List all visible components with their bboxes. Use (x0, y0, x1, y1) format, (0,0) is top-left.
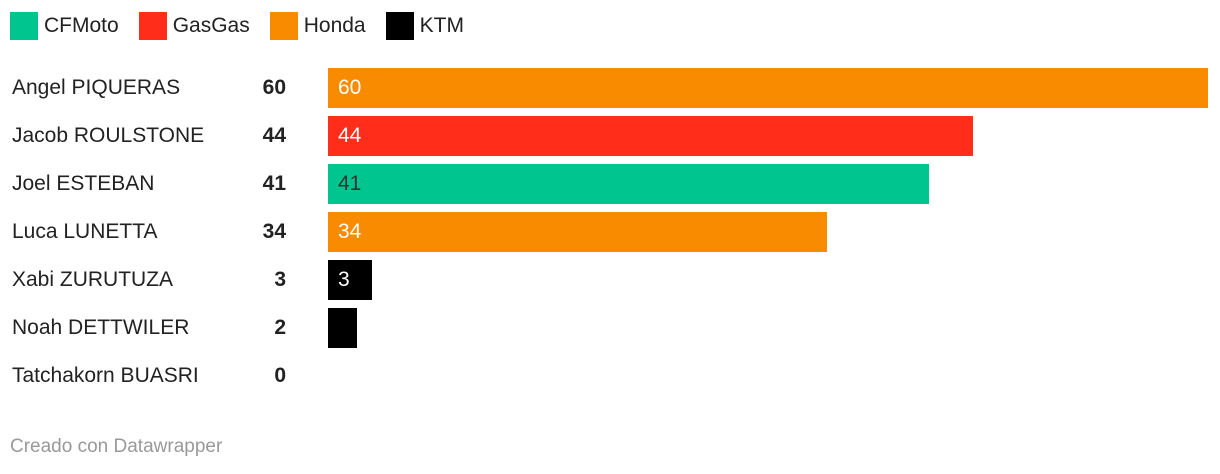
category-label: Angel PIQUERAS (12, 76, 181, 99)
legend-swatch (138, 12, 167, 40)
bar (328, 260, 372, 300)
value-label: 0 (274, 364, 286, 387)
legend-item: KTM (385, 12, 464, 40)
legend: CFMoto GasGas Honda KTM (10, 12, 484, 40)
value-label: 41 (262, 172, 286, 195)
bar-label: 34 (338, 220, 362, 243)
legend-item: Honda (269, 12, 366, 40)
bar-label: 44 (338, 124, 362, 147)
bar-label: 41 (338, 172, 362, 195)
legend-item: GasGas (138, 12, 250, 40)
legend-label: KTM (419, 14, 464, 37)
category-label: Noah DETTWILER (12, 316, 190, 339)
category-label: Joel ESTEBAN (12, 172, 155, 195)
bar (328, 212, 827, 252)
legend-swatch (269, 12, 298, 40)
value-label: 3 (274, 268, 286, 291)
legend-swatch (10, 12, 38, 40)
legend-label: CFMoto (44, 14, 119, 37)
category-label: Jacob ROULSTONE (12, 124, 205, 147)
category-label: Xabi ZURUTUZA (12, 268, 174, 291)
footer-credit: Creado con Datawrapper (10, 436, 223, 457)
bar (328, 116, 974, 156)
bar (328, 164, 930, 204)
legend-item: CFMoto (10, 12, 119, 40)
bar (328, 308, 358, 348)
legend-swatch (385, 12, 414, 40)
category-label: Tatchakorn BUASRI (12, 364, 199, 387)
bar-label: 60 (338, 76, 362, 99)
value-label: 34 (262, 220, 286, 243)
bar (328, 68, 1208, 108)
value-label: 44 (262, 124, 286, 147)
bar-label: 3 (338, 268, 350, 291)
value-label: 60 (262, 76, 286, 99)
legend-label: Honda (303, 14, 366, 37)
legend-label: GasGas (172, 14, 250, 37)
category-label: Luca LUNETTA (12, 220, 158, 243)
value-label: 2 (274, 316, 286, 339)
